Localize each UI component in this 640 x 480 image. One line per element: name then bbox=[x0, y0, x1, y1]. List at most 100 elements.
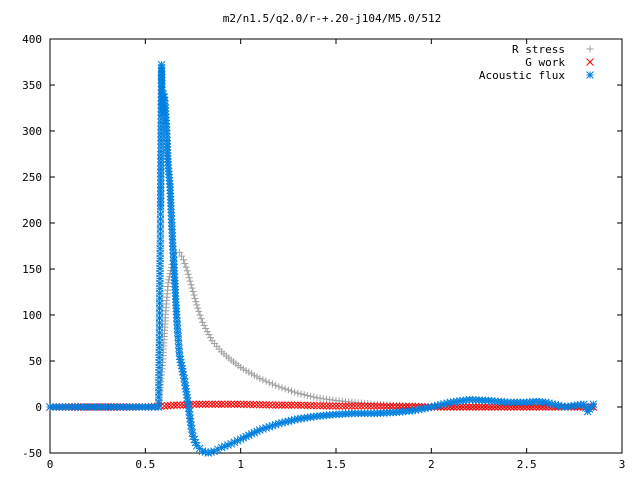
data-point bbox=[386, 402, 394, 411]
legend: R stress G work Acoustic flux bbox=[479, 43, 594, 82]
data-point bbox=[169, 256, 178, 265]
data-point bbox=[205, 331, 213, 339]
data-point bbox=[197, 315, 205, 323]
data-point bbox=[281, 401, 290, 410]
data-point bbox=[191, 294, 199, 302]
data-point bbox=[176, 401, 185, 410]
data-point bbox=[265, 379, 273, 387]
data-point bbox=[363, 402, 372, 410]
data-point bbox=[456, 403, 464, 411]
y-tick-label: 150 bbox=[22, 263, 42, 276]
x-tick-label: 3 bbox=[619, 458, 626, 471]
data-point bbox=[259, 376, 267, 384]
data-point bbox=[344, 402, 353, 410]
data-point bbox=[300, 401, 309, 410]
data-point bbox=[376, 402, 385, 411]
y-tick-label: 200 bbox=[22, 217, 42, 230]
data-point bbox=[268, 401, 277, 409]
data-point bbox=[259, 400, 267, 409]
data-point bbox=[252, 400, 261, 409]
data-point bbox=[203, 328, 211, 336]
data-point bbox=[294, 401, 302, 410]
legend-swatch bbox=[586, 58, 594, 66]
data-point bbox=[309, 401, 318, 410]
data-point bbox=[244, 431, 253, 440]
data-point bbox=[452, 403, 461, 411]
data-point bbox=[224, 400, 232, 409]
data-point bbox=[297, 401, 305, 410]
data-point bbox=[278, 384, 286, 392]
data-point bbox=[351, 402, 359, 410]
data-point bbox=[367, 402, 375, 410]
x-tick-label: 1.5 bbox=[326, 458, 346, 471]
data-point bbox=[178, 364, 187, 373]
data-point bbox=[194, 304, 202, 312]
y-tick-label: 0 bbox=[35, 401, 42, 414]
data-point bbox=[193, 301, 201, 309]
data-point bbox=[195, 307, 203, 315]
data-point bbox=[332, 402, 340, 410]
data-point bbox=[379, 402, 388, 411]
data-point bbox=[462, 403, 471, 411]
data-point bbox=[196, 311, 204, 319]
data-point bbox=[192, 400, 201, 409]
data-point bbox=[262, 400, 270, 409]
data-point bbox=[316, 401, 324, 410]
data-point bbox=[173, 401, 181, 410]
data-point bbox=[307, 392, 315, 400]
data-point bbox=[202, 324, 210, 332]
data-point bbox=[217, 400, 226, 409]
data-point bbox=[288, 387, 296, 395]
data-point bbox=[183, 267, 191, 275]
data-point bbox=[190, 291, 198, 299]
data-point bbox=[176, 248, 184, 256]
data-point bbox=[192, 298, 200, 306]
data-point bbox=[182, 263, 190, 271]
data-point bbox=[465, 403, 474, 411]
series-2 bbox=[46, 60, 598, 457]
data-point bbox=[382, 402, 391, 411]
x-tick-label: 0.5 bbox=[135, 458, 155, 471]
x-tick-label: 0 bbox=[47, 458, 54, 471]
data-point bbox=[211, 400, 220, 409]
data-point bbox=[348, 402, 356, 410]
data-point bbox=[189, 288, 197, 296]
data-point bbox=[220, 400, 229, 409]
data-point bbox=[284, 386, 292, 394]
data-point bbox=[275, 383, 283, 391]
data-point bbox=[256, 374, 264, 382]
data-point bbox=[164, 279, 172, 287]
x-tick-label: 1 bbox=[237, 458, 244, 471]
data-point bbox=[278, 401, 286, 410]
data-point bbox=[589, 400, 598, 409]
data-point bbox=[206, 334, 214, 342]
x-tick-label: 2 bbox=[428, 458, 435, 471]
y-tick-label: 50 bbox=[29, 355, 42, 368]
data-point bbox=[230, 400, 239, 409]
data-point bbox=[199, 318, 207, 326]
data-point bbox=[207, 448, 215, 456]
data-point bbox=[156, 194, 165, 203]
data-point bbox=[300, 391, 308, 399]
y-tick-label: 350 bbox=[22, 79, 42, 92]
data-point bbox=[243, 400, 251, 409]
data-point bbox=[249, 400, 258, 409]
data-point bbox=[156, 205, 165, 214]
data-point bbox=[166, 401, 175, 410]
data-point bbox=[319, 401, 328, 410]
data-point bbox=[357, 402, 366, 410]
y-tick-label: 300 bbox=[22, 125, 42, 138]
data-point bbox=[328, 402, 337, 410]
legend-label-acoustic-flux: Acoustic flux bbox=[479, 69, 565, 82]
data-point bbox=[341, 402, 350, 410]
data-point bbox=[478, 403, 487, 411]
x-tick-label: 2.5 bbox=[517, 458, 537, 471]
data-point bbox=[236, 400, 245, 409]
data-point bbox=[227, 400, 235, 409]
data-point bbox=[322, 401, 331, 410]
y-tick-label: 250 bbox=[22, 171, 42, 184]
data-point bbox=[373, 402, 382, 411]
data-point bbox=[338, 402, 347, 410]
data-point bbox=[198, 400, 207, 409]
data-point bbox=[186, 277, 194, 285]
